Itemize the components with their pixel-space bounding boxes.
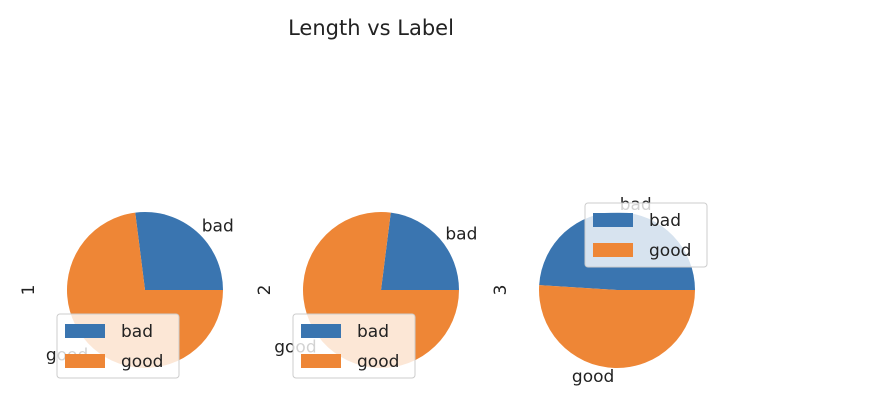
legend-swatch-bad (593, 213, 633, 227)
pie-subplot-2: bad good 2 bad good (255, 212, 477, 379)
legend: bad good (56, 313, 180, 379)
legend-label-bad: bad (649, 211, 681, 231)
pie-slice-bad (381, 212, 459, 290)
legend-label-bad: bad (121, 322, 153, 342)
y-axis-label: 2 (255, 285, 275, 296)
legend-label-good: good (649, 241, 691, 261)
slice-label-bad: bad (445, 224, 477, 244)
legend-swatch-bad (65, 324, 105, 338)
y-axis-label: 3 (491, 285, 511, 296)
slice-label-bad: bad (202, 217, 234, 237)
slice-label-good: good (572, 367, 614, 387)
legend: bad good (584, 202, 708, 268)
pie-slice-good (539, 285, 695, 369)
chart-title: Length vs Label (288, 16, 454, 40)
pie-slice-bad (135, 212, 223, 290)
legend-swatch-good (593, 243, 633, 257)
legend-swatch-bad (301, 324, 341, 338)
legend: bad good (292, 313, 416, 379)
legend-swatch-good (65, 354, 105, 368)
y-axis-label: 1 (19, 285, 39, 296)
pie-subplot-1: bad good 1 bad good (19, 212, 234, 379)
pie-subplot-3: bad good 3 bad good (491, 195, 708, 387)
legend-label-good: good (357, 352, 399, 372)
legend-label-good: good (121, 352, 163, 372)
legend-swatch-good (301, 354, 341, 368)
legend-label-bad: bad (357, 322, 389, 342)
